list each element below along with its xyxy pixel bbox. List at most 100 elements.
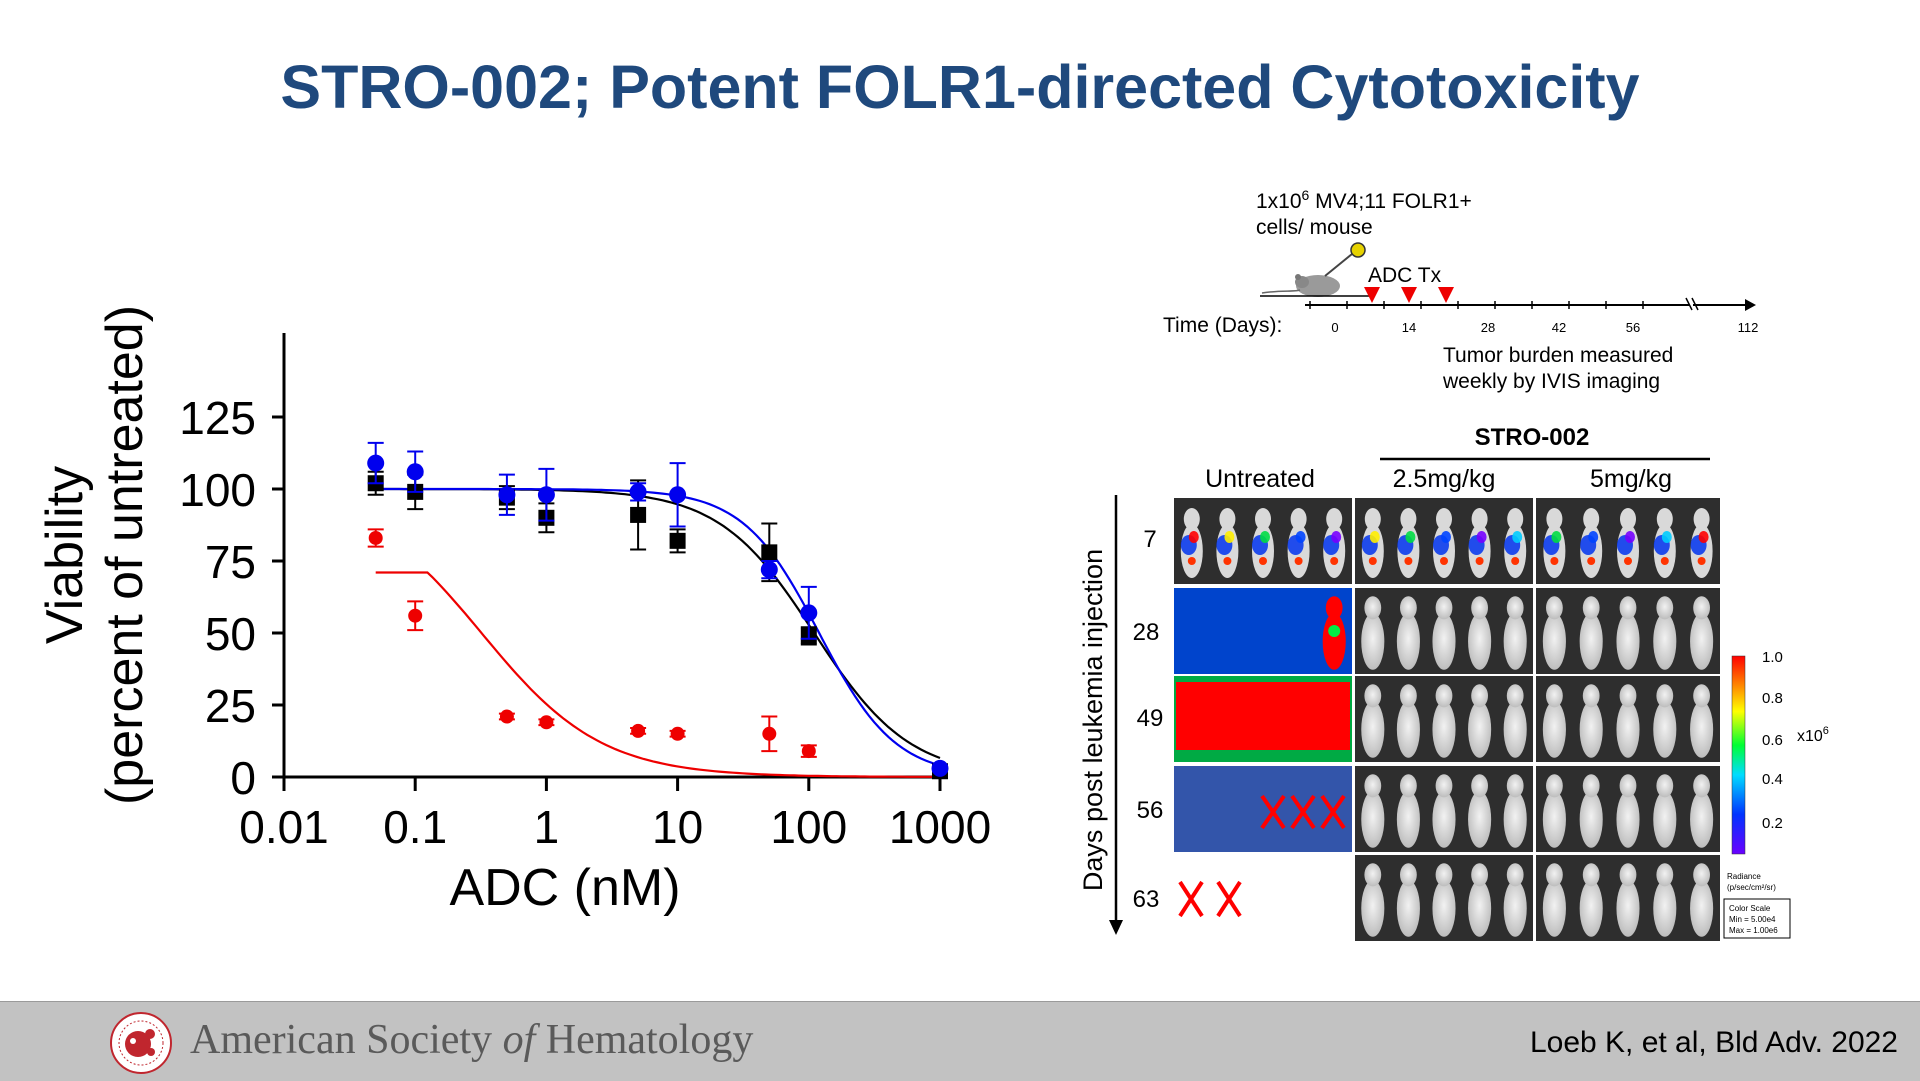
- timeline-tick-14: 14: [1402, 320, 1416, 335]
- stro-002-label: STRO-002: [1475, 424, 1590, 451]
- ivis-image-cell: [1174, 588, 1352, 674]
- data-point: [498, 486, 516, 504]
- colorbar-unit: x106: [1797, 725, 1829, 745]
- ivis-image-grid: [1174, 498, 1720, 941]
- y-tick-label: 25: [205, 680, 256, 732]
- data-point: [669, 486, 687, 504]
- x-tick-label: 1: [534, 801, 560, 853]
- data-point: [800, 604, 818, 622]
- y-tick-label: 100: [179, 464, 256, 516]
- data-points: [367, 441, 949, 780]
- data-point: [629, 483, 647, 501]
- data-point: [630, 506, 647, 523]
- ivis-image-cell: [1355, 588, 1533, 674]
- data-point: [499, 709, 514, 724]
- data-point: [631, 723, 646, 738]
- colorbar-tick-1-0: 1.0: [1762, 649, 1783, 666]
- ash-logo-icon: [110, 1012, 172, 1074]
- ivis-image-cell: [1536, 676, 1720, 762]
- day-label-63: 63: [1133, 886, 1160, 913]
- y-tick-label: 50: [205, 608, 256, 660]
- colorbar-tick-0-2: 0.2: [1762, 815, 1783, 832]
- slide-title: STRO-002; Potent FOLR1-directed Cytotoxi…: [280, 53, 1640, 121]
- x-tick-label: 10: [652, 801, 703, 853]
- ivis-image-cell: [1355, 676, 1533, 762]
- ivis-imaging-panel: STRO-002 Untreated 2.5mg/kg 5mg/kg Days …: [1078, 424, 1829, 941]
- day-label-49: 49: [1137, 705, 1164, 732]
- adc-tx-label: ADC Tx: [1368, 264, 1442, 287]
- ivis-image-cell: [1174, 766, 1352, 852]
- data-point: [368, 530, 383, 545]
- deceased-x-mark: [1290, 794, 1316, 830]
- timeline-cells-text-2: cells/ mouse: [1256, 216, 1373, 239]
- time-days-label: Time (Days):: [1163, 314, 1282, 337]
- days-axis-arrowhead: [1109, 920, 1123, 935]
- dose-triangle-1: [1364, 287, 1380, 303]
- x-tick-label: 100: [770, 801, 847, 853]
- x-tick-label: 0.01: [239, 801, 329, 853]
- color-scale-min: Min = 5.00e4: [1729, 915, 1776, 924]
- day-label-7: 7: [1143, 526, 1156, 553]
- data-point: [670, 726, 685, 741]
- day-label-28: 28: [1133, 619, 1160, 646]
- x-tick-label: 0.1: [383, 801, 447, 853]
- timeline-tick-28: 28: [1481, 320, 1495, 335]
- timeline-tick-56: 56: [1626, 320, 1640, 335]
- footer-bar: [0, 1001, 1920, 1081]
- mouse-icon: [1261, 242, 1366, 297]
- timeline-tick-112: 112: [1738, 320, 1759, 335]
- timeline-tick-0: 0: [1331, 320, 1338, 335]
- timeline-cells-text: 1x106 MV4;11 FOLR1+: [1256, 187, 1472, 213]
- treatment-timeline: 1x106 MV4;11 FOLR1+ cells/ mouse ADC Tx …: [1163, 187, 1758, 393]
- days-axis-label: Days post leukemia injection: [1078, 549, 1108, 891]
- data-point: [801, 744, 816, 759]
- day-label-56: 56: [1137, 797, 1164, 824]
- data-point: [367, 454, 385, 472]
- ash-wordmark: American Society of Hematology: [190, 1017, 754, 1063]
- timeline-arrowhead: [1745, 299, 1756, 311]
- fit-curve: [375, 487, 941, 760]
- data-point: [537, 486, 555, 504]
- data-point: [408, 608, 423, 623]
- y-axis-label: Viability: [36, 466, 94, 644]
- y-axis-label-sub: (percent of untreated): [96, 305, 154, 805]
- ivis-image-cell: [1355, 855, 1533, 941]
- y-tick-label: 75: [205, 536, 256, 588]
- data-point: [762, 726, 777, 741]
- tumor-burden-text: Tumor burden measured: [1443, 344, 1673, 367]
- data-point: [931, 759, 949, 777]
- ivis-image-cell: [1536, 498, 1720, 584]
- color-scale-max: Max = 1.00e6: [1729, 926, 1778, 935]
- data-point: [761, 544, 778, 561]
- x-axis-label: ADC (nM): [449, 859, 680, 917]
- dose-triangle-2: [1401, 287, 1417, 303]
- color-scale-box: [1723, 898, 1791, 939]
- group-label-2-5mg: 2.5mg/kg: [1393, 465, 1496, 493]
- radiance-units: (p/sec/cm²/sr): [1727, 883, 1776, 892]
- data-point: [669, 532, 686, 549]
- ivis-image-cell: [1536, 855, 1720, 941]
- y-tick-label: 0: [230, 752, 256, 804]
- data-point: [539, 715, 554, 730]
- colorbar-tick-0-6: 0.6: [1762, 732, 1783, 749]
- colorbar-tick-0-4: 0.4: [1762, 771, 1783, 788]
- group-label-5mg: 5mg/kg: [1590, 465, 1672, 493]
- data-point: [760, 561, 778, 579]
- ivis-image-cell: [1174, 498, 1352, 584]
- chart-axes: [282, 333, 940, 779]
- radiance-label: Radiance: [1727, 872, 1761, 881]
- deceased-x-mark: [1320, 794, 1346, 830]
- timeline-minor-ticks: [1309, 301, 1644, 309]
- citation: Loeb K, et al, Bld Adv. 2022: [1529, 1026, 1898, 1059]
- fit-curves: [375, 487, 941, 778]
- deceased-x-mark: [1260, 794, 1286, 830]
- x-tick-label: 1000: [889, 801, 991, 853]
- ivis-image-cell: [1355, 498, 1533, 584]
- axis-break-icon: [1685, 297, 1699, 311]
- radiance-colorbar: [1731, 655, 1746, 855]
- chart-ticks: 0 25 50 75 100 125 0.01 0.1 1 10 100 1000: [179, 392, 991, 853]
- deceased-x-mark: [1216, 880, 1242, 918]
- ivis-image-cell: [1536, 766, 1720, 852]
- ivis-image-cell: [1536, 588, 1720, 674]
